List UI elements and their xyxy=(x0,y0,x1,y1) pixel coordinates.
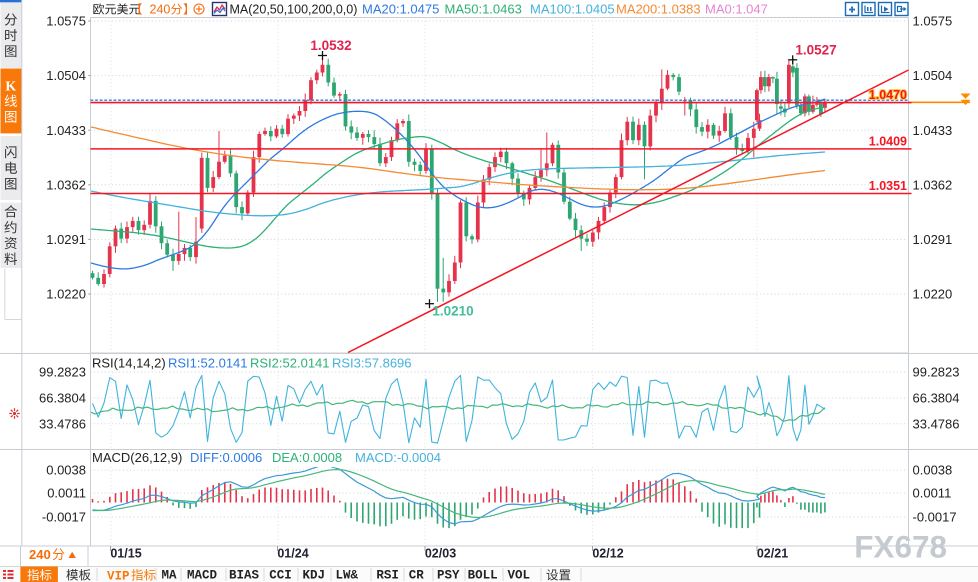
svg-text:BOLL: BOLL xyxy=(468,569,498,582)
svg-text:1.0470: 1.0470 xyxy=(869,88,907,102)
svg-text:MA0:1.047: MA0:1.047 xyxy=(705,2,768,17)
svg-text:66.3804: 66.3804 xyxy=(39,391,86,406)
svg-text:1.0220: 1.0220 xyxy=(46,287,86,302)
svg-text:BIAS: BIAS xyxy=(229,569,260,582)
svg-text:RSI3:57.8696: RSI3:57.8696 xyxy=(332,356,412,371)
svg-text:33.4786: 33.4786 xyxy=(39,416,86,431)
svg-text:DIFF:0.0006: DIFF:0.0006 xyxy=(190,450,262,465)
svg-text:LW&: LW& xyxy=(336,569,359,582)
svg-text:VIP: VIP xyxy=(107,570,130,582)
svg-text:1.0291: 1.0291 xyxy=(913,232,953,247)
svg-text:CR: CR xyxy=(409,569,425,582)
svg-text:1.0575: 1.0575 xyxy=(46,14,86,29)
svg-text:PSY: PSY xyxy=(437,569,460,582)
svg-text:1.0433: 1.0433 xyxy=(913,123,953,138)
svg-text:02/03: 02/03 xyxy=(425,547,456,561)
svg-text:RSI2:52.0141: RSI2:52.0141 xyxy=(250,356,330,371)
svg-text:MA50:1.0463: MA50:1.0463 xyxy=(445,2,522,17)
svg-text:99.2823: 99.2823 xyxy=(39,365,86,380)
svg-text:MA200:1.0383: MA200:1.0383 xyxy=(616,2,701,17)
svg-text:RSI(14,14,2): RSI(14,14,2) xyxy=(92,356,166,371)
svg-text:1.0291: 1.0291 xyxy=(46,232,86,247)
svg-text:RSI: RSI xyxy=(376,569,399,582)
svg-text:MA100:1.0405: MA100:1.0405 xyxy=(530,2,615,17)
svg-text:CCI: CCI xyxy=(269,569,292,582)
svg-text:MACD: MACD xyxy=(187,569,218,582)
svg-text:240: 240 xyxy=(150,3,171,17)
svg-text:1.0220: 1.0220 xyxy=(913,287,953,302)
svg-text:99.2823: 99.2823 xyxy=(913,365,960,380)
svg-text:RSI1:52.0141: RSI1:52.0141 xyxy=(168,356,248,371)
svg-text:33.4786: 33.4786 xyxy=(913,416,960,431)
svg-text:0.0038: 0.0038 xyxy=(913,463,953,478)
svg-text:240: 240 xyxy=(29,547,51,562)
svg-text:01/24: 01/24 xyxy=(277,547,308,561)
svg-text:0.0038: 0.0038 xyxy=(46,463,86,478)
svg-text:1.0362: 1.0362 xyxy=(913,177,953,192)
svg-text:MACD(26,12,9): MACD(26,12,9) xyxy=(92,450,182,465)
svg-text:VOL: VOL xyxy=(508,569,531,582)
svg-text:1.0527: 1.0527 xyxy=(795,43,836,58)
svg-text:MA: MA xyxy=(161,569,177,582)
svg-text:1.0575: 1.0575 xyxy=(913,14,953,29)
svg-text:-0.0017: -0.0017 xyxy=(42,510,86,525)
svg-text:MA(20,50,100,200,0,0): MA(20,50,100,200,0,0) xyxy=(230,3,358,17)
svg-text:0.0011: 0.0011 xyxy=(913,486,952,501)
svg-text:02/21: 02/21 xyxy=(757,547,788,561)
svg-text:FX678: FX678 xyxy=(854,529,947,565)
svg-text:K: K xyxy=(5,79,16,94)
svg-text:02/12: 02/12 xyxy=(592,547,623,561)
svg-text:66.3804: 66.3804 xyxy=(913,391,960,406)
svg-text:1.0210: 1.0210 xyxy=(432,304,473,319)
svg-text:MACD:-0.0004: MACD:-0.0004 xyxy=(355,450,441,465)
svg-text:1.0532: 1.0532 xyxy=(310,38,351,53)
svg-text:1.0362: 1.0362 xyxy=(46,177,86,192)
svg-text:MA20:1.0475: MA20:1.0475 xyxy=(362,2,439,17)
svg-text:1.0504: 1.0504 xyxy=(46,68,86,83)
svg-text:-0.0017: -0.0017 xyxy=(913,510,957,525)
svg-text:01/15: 01/15 xyxy=(110,547,141,561)
svg-text:1.0351: 1.0351 xyxy=(869,179,907,193)
svg-text:1.0409: 1.0409 xyxy=(869,135,907,149)
svg-text:DEA:0.0008: DEA:0.0008 xyxy=(272,450,342,465)
svg-text:KDJ: KDJ xyxy=(302,569,325,582)
svg-text:1.0504: 1.0504 xyxy=(913,68,953,83)
svg-text:1.0433: 1.0433 xyxy=(46,123,86,138)
svg-text:0.0011: 0.0011 xyxy=(47,486,86,501)
